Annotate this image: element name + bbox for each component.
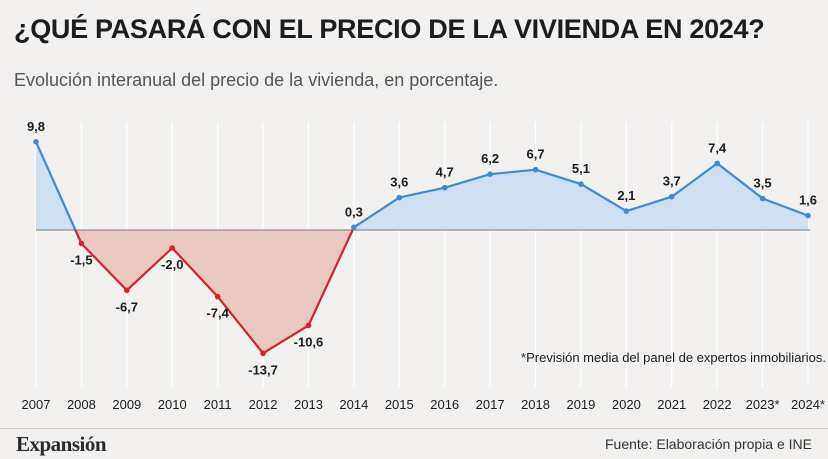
data-point [396,194,403,201]
footer: Expansión Fuente: Elaboración propia e I… [0,428,828,459]
data-point [305,322,312,329]
data-label: 3,5 [754,176,772,191]
data-label: -13,7 [248,362,278,377]
brand-logo: Expansión [16,432,107,456]
data-label: 2,1 [617,188,635,203]
data-point [33,139,39,145]
x-tick-label: 2015 [385,397,414,412]
negative-series-line [74,229,354,355]
data-point [578,181,584,187]
data-label: 7,4 [708,140,727,155]
x-tick-label: 2007 [22,397,51,412]
x-tick-label: 2022 [703,397,732,412]
data-point [623,208,630,214]
data-label: -6,7 [116,299,138,314]
data-labels: 9,8 -1,5 -6,7 -2,0 -7,4 -13,7 -10,6 0,3 3,6 4,7 6,… [27,119,817,377]
chart-subtitle: Evolución interanual del precio de la vi… [14,70,499,90]
positive-series-line [34,141,77,231]
data-point [124,287,130,294]
data-point [441,184,448,191]
data-label: -7,4 [206,306,229,321]
data-label: 6,2 [481,151,499,166]
x-tick-label: 2010 [158,397,187,412]
x-tick-label: 2021 [657,397,686,412]
x-tick-label: 2016 [430,397,459,412]
data-point [214,293,221,300]
data-label: 4,7 [436,165,454,180]
data-label: 1,6 [799,193,817,208]
data-points [33,139,811,357]
data-label: -10,6 [294,334,324,349]
data-label: 5,1 [572,161,590,176]
data-point [532,166,539,173]
chart: 9,8 -1,5 -6,7 -2,0 -7,4 -13,7 -10,6 0,3 3,6 4,7 6,… [22,119,826,412]
data-label: 3,7 [663,174,681,189]
forecast-note: *Previsión media del panel de expertos i… [521,350,826,365]
x-tick-label: 2018 [521,397,550,412]
area-fills [36,141,808,354]
series-lines [34,141,809,355]
data-label: -1,5 [70,253,92,268]
x-tick-label: 2017 [476,397,505,412]
x-tick-label: 2023* [746,397,780,412]
x-tick-label: 2013 [294,397,323,412]
x-tick-label: 2020 [612,397,641,412]
data-point [805,212,811,219]
data-label: 0,3 [345,204,363,219]
data-label: 3,6 [390,175,408,190]
data-label: -2,0 [161,257,183,272]
data-point [78,240,85,247]
chart-title: ¿QUÉ PASARÁ CON EL PRECIO DE LA VIVIENDA… [14,14,765,44]
data-label: 9,8 [27,119,45,134]
source-note: Fuente: Elaboración propia e INE [604,436,812,452]
data-point [714,160,720,167]
data-point [351,224,357,231]
positive-series-line [351,162,809,231]
x-tick-label: 2008 [67,397,96,412]
data-point [260,350,266,357]
data-point [487,171,493,177]
x-tick-label: 2011 [204,397,232,412]
x-axis-ticks: 2007 2008 2009 2010 2011 2012 2013 2014 2015 2016… [22,397,825,412]
data-point [759,195,766,202]
x-tick-label: 2012 [249,397,278,412]
x-tick-label: 2024* [791,397,825,412]
x-tick-label: 2014 [339,397,368,412]
data-label: 6,7 [526,147,544,162]
data-point [668,193,675,200]
positive-area [352,163,808,230]
data-point [169,245,176,251]
x-tick-label: 2019 [566,397,595,412]
x-tick-label: 2009 [112,397,141,412]
